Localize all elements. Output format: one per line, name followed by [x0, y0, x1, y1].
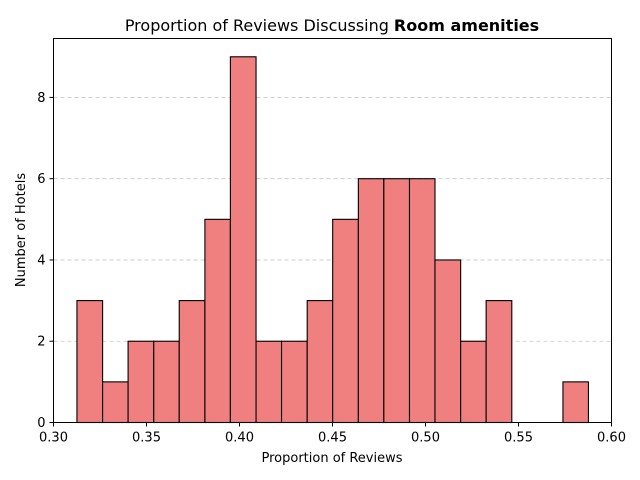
histogram-bar-14 [408, 178, 436, 424]
histogram-bar-15 [434, 259, 462, 424]
histogram-bar-4 [153, 340, 180, 424]
histogram-bar-11 [332, 218, 359, 424]
chart-title: Proportion of Reviews Discussing Room ame… [125, 16, 539, 35]
x-tick-label-0.45: 0.45 [318, 431, 347, 446]
x-tick-label-0.50: 0.50 [411, 431, 440, 446]
histogram-bar-9 [280, 340, 308, 424]
y-axis-ticks: 0 2 4 6 8 [37, 91, 54, 431]
histogram-bar-13 [383, 178, 411, 424]
y-tick-label-4: 4 [37, 253, 45, 268]
histogram-bar-5 [178, 300, 206, 424]
x-tick-label-0.60: 0.60 [597, 431, 626, 446]
chart-title-text: Proportion of Reviews Discussing [125, 16, 389, 35]
y-tick-label-2: 2 [37, 335, 45, 350]
x-tick-label-0.35: 0.35 [132, 431, 161, 446]
y-tick-label-0: 0 [37, 416, 45, 431]
histogram-bar-6 [204, 218, 231, 424]
histogram-bar-10 [306, 300, 334, 424]
x-axis-ticks: 0.30 0.35 0.40 0.45 0.50 0.55 0.60 [39, 422, 626, 446]
histogram-bar-20 [562, 381, 589, 424]
histogram-bar-3 [127, 340, 155, 424]
x-axis-label: Proportion of Reviews [261, 451, 402, 466]
histogram-bar-8 [255, 340, 283, 424]
histogram-bar-16 [460, 340, 487, 424]
y-tick-label-8: 8 [37, 91, 45, 106]
y-tick-label-6: 6 [37, 172, 45, 187]
chart-title-bold-text: Room amenities [394, 16, 539, 35]
histogram-bar-12 [357, 178, 385, 424]
histogram-bar-1 [76, 300, 104, 424]
x-tick-label-0.30: 0.30 [39, 431, 68, 446]
x-tick-label-0.40: 0.40 [225, 431, 254, 446]
histogram-bar-7 [229, 56, 257, 424]
histogram-bar-2 [102, 381, 129, 424]
x-tick-label-0.55: 0.55 [504, 431, 533, 446]
y-axis-label: Number of Hotels [14, 173, 29, 287]
histogram-bar-17 [485, 300, 513, 424]
